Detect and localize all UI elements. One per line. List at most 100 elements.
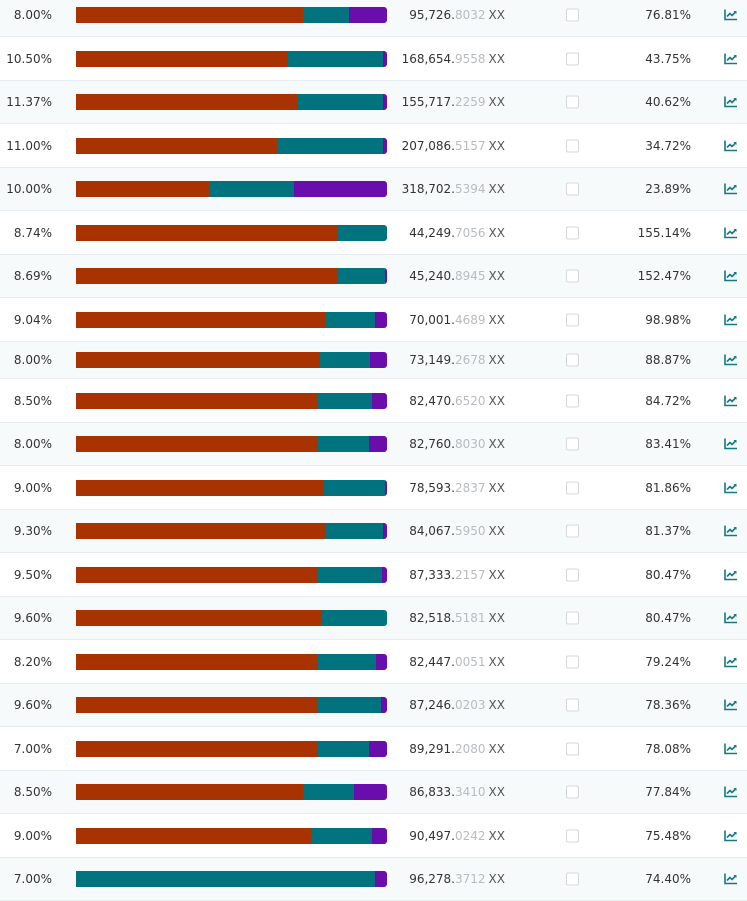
amount-decimals: 5157 (455, 138, 486, 153)
chart-line-icon[interactable] (724, 612, 737, 624)
chart-line-icon[interactable] (724, 270, 737, 282)
composition-bar (76, 94, 387, 110)
chart-line-icon[interactable] (724, 395, 737, 406)
amount-unit: XX (488, 138, 505, 153)
bar-segment-teal (337, 224, 387, 241)
chart-line-icon[interactable] (724, 786, 737, 798)
amount-unit: XX (488, 828, 505, 843)
chart-line-icon[interactable] (724, 699, 737, 711)
amount: 168,654.9558 XX (402, 52, 505, 66)
bar-segment-brown (76, 566, 318, 583)
bar-segment-brown (76, 479, 324, 496)
bar-segment-brown (76, 784, 304, 800)
row-checkbox[interactable] (566, 437, 579, 451)
table-row: 8.20% 82,447.0051 XX 79.24% (0, 640, 747, 684)
amount-integer: 82,518. (409, 611, 455, 625)
chart-line-icon[interactable] (724, 9, 737, 21)
chart-line-icon[interactable] (724, 873, 737, 885)
chart-line-icon[interactable] (724, 96, 737, 108)
chart-line-icon[interactable] (724, 438, 737, 450)
bar-segment-teal (76, 871, 375, 887)
bar-segment-teal (337, 268, 385, 284)
bar-segment-purple (368, 436, 387, 452)
row-checkbox[interactable] (566, 568, 579, 581)
amount: 45,240.8945 XX (409, 269, 505, 283)
amount-decimals: 2837 (455, 480, 486, 495)
chart-line-icon[interactable] (724, 743, 737, 754)
row-checkbox[interactable] (566, 313, 579, 326)
table-row: 8.69% 45,240.8945 XX 152.47% (0, 255, 747, 298)
table-row: 9.30% 84,067.5950 XX 81.37% (0, 510, 747, 553)
row-checkbox[interactable] (566, 872, 579, 886)
chart-line-icon[interactable] (724, 140, 737, 151)
bar-segment-brown (76, 740, 318, 757)
interest-rate: 8.50% (13, 785, 52, 799)
amount-decimals: 3410 (455, 785, 486, 799)
bar-segment-brown (76, 224, 338, 241)
row-checkbox[interactable] (566, 52, 579, 65)
table-row: 10.00% 318,702.5394 XX 23.89% (0, 168, 747, 211)
amount-integer: 70,001. (409, 312, 455, 327)
chart-line-icon[interactable] (724, 482, 737, 493)
percentage: 80.47% (645, 567, 691, 582)
amount: 87,246.0203 XX (409, 698, 505, 712)
bar-segment-teal (317, 392, 373, 409)
amount-unit: XX (488, 393, 505, 408)
composition-bar (76, 610, 387, 626)
row-checkbox[interactable] (566, 524, 579, 538)
composition-bar (76, 137, 387, 154)
amount: 86,833.3410 XX (409, 785, 505, 799)
amount-unit: XX (488, 51, 505, 66)
composition-bar (76, 392, 387, 409)
row-checkbox[interactable] (566, 226, 579, 239)
interest-rate: 9.50% (13, 567, 52, 582)
amount-unit: XX (488, 269, 505, 283)
amount-integer: 318,702. (401, 182, 455, 196)
row-checkbox[interactable] (566, 785, 579, 799)
row-checkbox[interactable] (566, 829, 579, 842)
table-row: 9.60% 82,518.5181 XX 80.47% (0, 597, 747, 640)
row-checkbox[interactable] (566, 182, 579, 196)
composition-bar (76, 653, 387, 670)
composition-bar (76, 740, 387, 757)
percentage: 34.72% (645, 138, 691, 153)
amount: 44,249.7056 XX (409, 226, 505, 240)
row-checkbox[interactable] (566, 742, 579, 755)
bar-segment-brown (76, 610, 322, 626)
table-row: 7.00% 89,291.2080 XX 78.08% (0, 727, 747, 771)
interest-rate: 11.37% (6, 95, 52, 109)
row-checkbox[interactable] (566, 269, 579, 283)
amount-integer: 84,067. (409, 524, 455, 538)
chart-line-icon[interactable] (724, 354, 737, 366)
table-row: 8.00% 82,760.8030 XX 83.41% (0, 423, 747, 466)
bar-segment-purple (382, 50, 387, 67)
row-checkbox[interactable] (566, 481, 579, 494)
bar-segment-brown (76, 352, 321, 368)
row-checkbox[interactable] (566, 698, 579, 712)
chart-line-icon[interactable] (724, 183, 737, 195)
row-checkbox[interactable] (566, 95, 579, 109)
chart-line-icon[interactable] (724, 525, 737, 537)
row-checkbox[interactable] (566, 655, 579, 668)
chart-line-icon[interactable] (724, 656, 737, 667)
chart-line-icon[interactable] (724, 53, 737, 64)
amount-unit: XX (488, 611, 505, 625)
composition-bar (76, 697, 387, 713)
bar-segment-teal (317, 740, 369, 757)
row-checkbox[interactable] (566, 353, 579, 367)
amount-decimals: 3712 (455, 872, 486, 886)
bar-segment-brown (76, 7, 304, 23)
chart-line-icon[interactable] (724, 227, 737, 238)
amount-decimals: 9558 (455, 51, 486, 66)
amount-decimals: 8945 (455, 269, 486, 283)
row-checkbox[interactable] (566, 394, 579, 407)
chart-line-icon[interactable] (724, 569, 737, 580)
chart-line-icon[interactable] (724, 314, 737, 325)
row-checkbox[interactable] (566, 8, 579, 22)
row-checkbox[interactable] (566, 139, 579, 152)
bar-segment-teal (317, 653, 376, 670)
row-checkbox[interactable] (566, 611, 579, 625)
chart-line-icon[interactable] (724, 830, 737, 841)
bar-segment-purple (375, 311, 387, 328)
percentage: 88.87% (645, 353, 691, 367)
